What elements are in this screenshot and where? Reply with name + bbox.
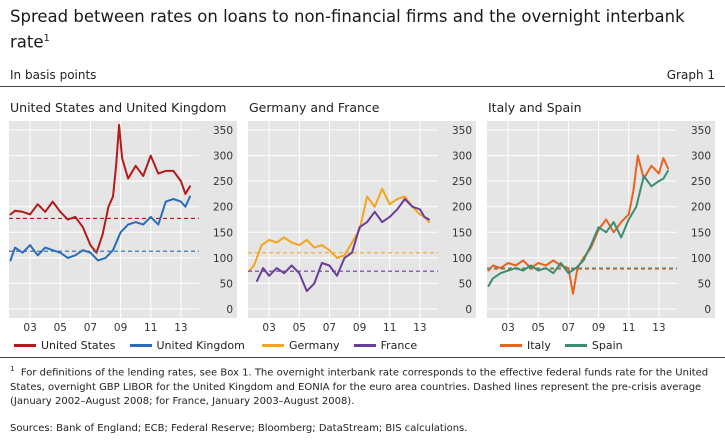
x-tick-label-1-13: 13 <box>413 322 426 334</box>
units-label: In basis points <box>10 68 97 82</box>
footnote-text: For definitions of the lending rates, se… <box>10 367 709 408</box>
legend-swatch-uk <box>129 344 152 347</box>
legend-item-fr: France <box>353 339 418 352</box>
legend-label-it: Italy <box>527 339 551 352</box>
x-tick-label-2-03: 03 <box>501 322 514 334</box>
x-tick-label-2-09: 09 <box>592 322 605 334</box>
top-divider <box>0 86 725 87</box>
y-tick-label-2-300: 300 <box>691 151 711 163</box>
legend-swatch-it <box>500 344 522 347</box>
y-tick-label-2-200: 200 <box>691 202 711 214</box>
y-tick-label-0-200: 200 <box>213 202 233 214</box>
y-tick-label-0-150: 150 <box>213 227 233 239</box>
y-tick-label-2-150: 150 <box>691 227 711 239</box>
y-tick-label-2-50: 50 <box>698 278 711 290</box>
legend-it-es: Italy Spain <box>500 339 637 352</box>
panel-background-2 <box>487 121 715 318</box>
footnote-divider <box>0 357 725 358</box>
chart-title-text: Spread between rates on loans to non-fin… <box>10 7 685 52</box>
panel-title-de-fr: Germany and France <box>249 100 380 115</box>
y-tick-label-0-0: 0 <box>226 304 233 316</box>
series-line-france <box>256 198 430 293</box>
footnote: 1 For definitions of the lending rates, … <box>10 362 718 410</box>
y-tick-label-1-0: 0 <box>465 304 472 316</box>
y-tick-label-1-50: 50 <box>459 278 472 290</box>
y-tick-label-2-250: 250 <box>691 176 711 188</box>
x-tick-label-0-09: 09 <box>114 322 127 334</box>
x-tick-label-2-11: 11 <box>622 322 635 334</box>
y-tick-label-1-350: 350 <box>452 125 472 137</box>
y-tick-label-0-100: 100 <box>213 253 233 265</box>
legend-swatch-es <box>564 344 587 347</box>
series-line-united-kingdom <box>9 195 191 262</box>
x-tick-label-2-07: 07 <box>562 322 575 334</box>
x-tick-label-1-07: 07 <box>323 322 336 334</box>
y-tick-label-1-250: 250 <box>452 176 472 188</box>
x-tick-label-1-03: 03 <box>262 322 275 334</box>
legend-swatch-fr <box>353 344 376 347</box>
series-line-spain <box>487 169 669 287</box>
legend-us-uk: United States United Kingdom <box>14 339 259 352</box>
title-footnote-marker: 1 <box>43 33 50 44</box>
footnote-marker: 1 <box>10 365 15 373</box>
x-tick-label-0-05: 05 <box>54 322 67 334</box>
x-tick-label-0-07: 07 <box>84 322 97 334</box>
x-tick-label-0-11: 11 <box>144 322 157 334</box>
legend-item-es: Spain <box>564 339 623 352</box>
y-tick-label-0-250: 250 <box>213 176 233 188</box>
legend-swatch-us <box>14 344 36 347</box>
y-tick-label-2-100: 100 <box>691 253 711 265</box>
legend-label-es: Spain <box>591 339 623 352</box>
panel-title-it-es: Italy and Spain <box>488 100 582 115</box>
y-tick-label-1-300: 300 <box>452 151 472 163</box>
legend-de-fr: Germany France <box>262 339 431 352</box>
legend-item-us: United States <box>14 339 116 352</box>
chart-title: Spread between rates on loans to non-fin… <box>10 6 710 54</box>
x-tick-label-1-09: 09 <box>353 322 366 334</box>
y-tick-label-0-350: 350 <box>213 125 233 137</box>
x-tick-label-2-05: 05 <box>532 322 545 334</box>
x-tick-label-1-11: 11 <box>383 322 396 334</box>
legend-label-fr: France <box>380 339 418 352</box>
x-tick-label-0-03: 03 <box>23 322 36 334</box>
sources-note: Sources: Bank of England; ECB; Federal R… <box>10 423 468 434</box>
legend-label-us: United States <box>41 339 116 352</box>
legend-item-de: Germany <box>262 339 340 352</box>
y-tick-label-2-0: 0 <box>704 304 711 316</box>
legend-label-uk: United Kingdom <box>156 339 245 352</box>
legend-item-uk: United Kingdom <box>129 339 245 352</box>
series-line-germany <box>248 187 430 272</box>
y-tick-label-1-100: 100 <box>452 253 472 265</box>
series-line-united-states <box>9 123 191 254</box>
panel-background-0 <box>9 121 237 318</box>
x-tick-label-2-13: 13 <box>652 322 665 334</box>
graph-number: Graph 1 <box>666 68 715 82</box>
y-tick-label-1-150: 150 <box>452 227 472 239</box>
y-tick-label-0-50: 50 <box>220 278 233 290</box>
x-tick-label-0-13: 13 <box>174 322 187 334</box>
y-tick-label-1-200: 200 <box>452 202 472 214</box>
legend-label-de: Germany <box>289 339 340 352</box>
y-tick-label-2-350: 350 <box>691 125 711 137</box>
panel-title-us-uk: United States and United Kingdom <box>10 100 227 115</box>
x-tick-label-1-05: 05 <box>293 322 306 334</box>
legend-swatch-de <box>262 344 284 347</box>
legend-item-it: Italy <box>500 339 551 352</box>
y-tick-label-0-300: 300 <box>213 151 233 163</box>
